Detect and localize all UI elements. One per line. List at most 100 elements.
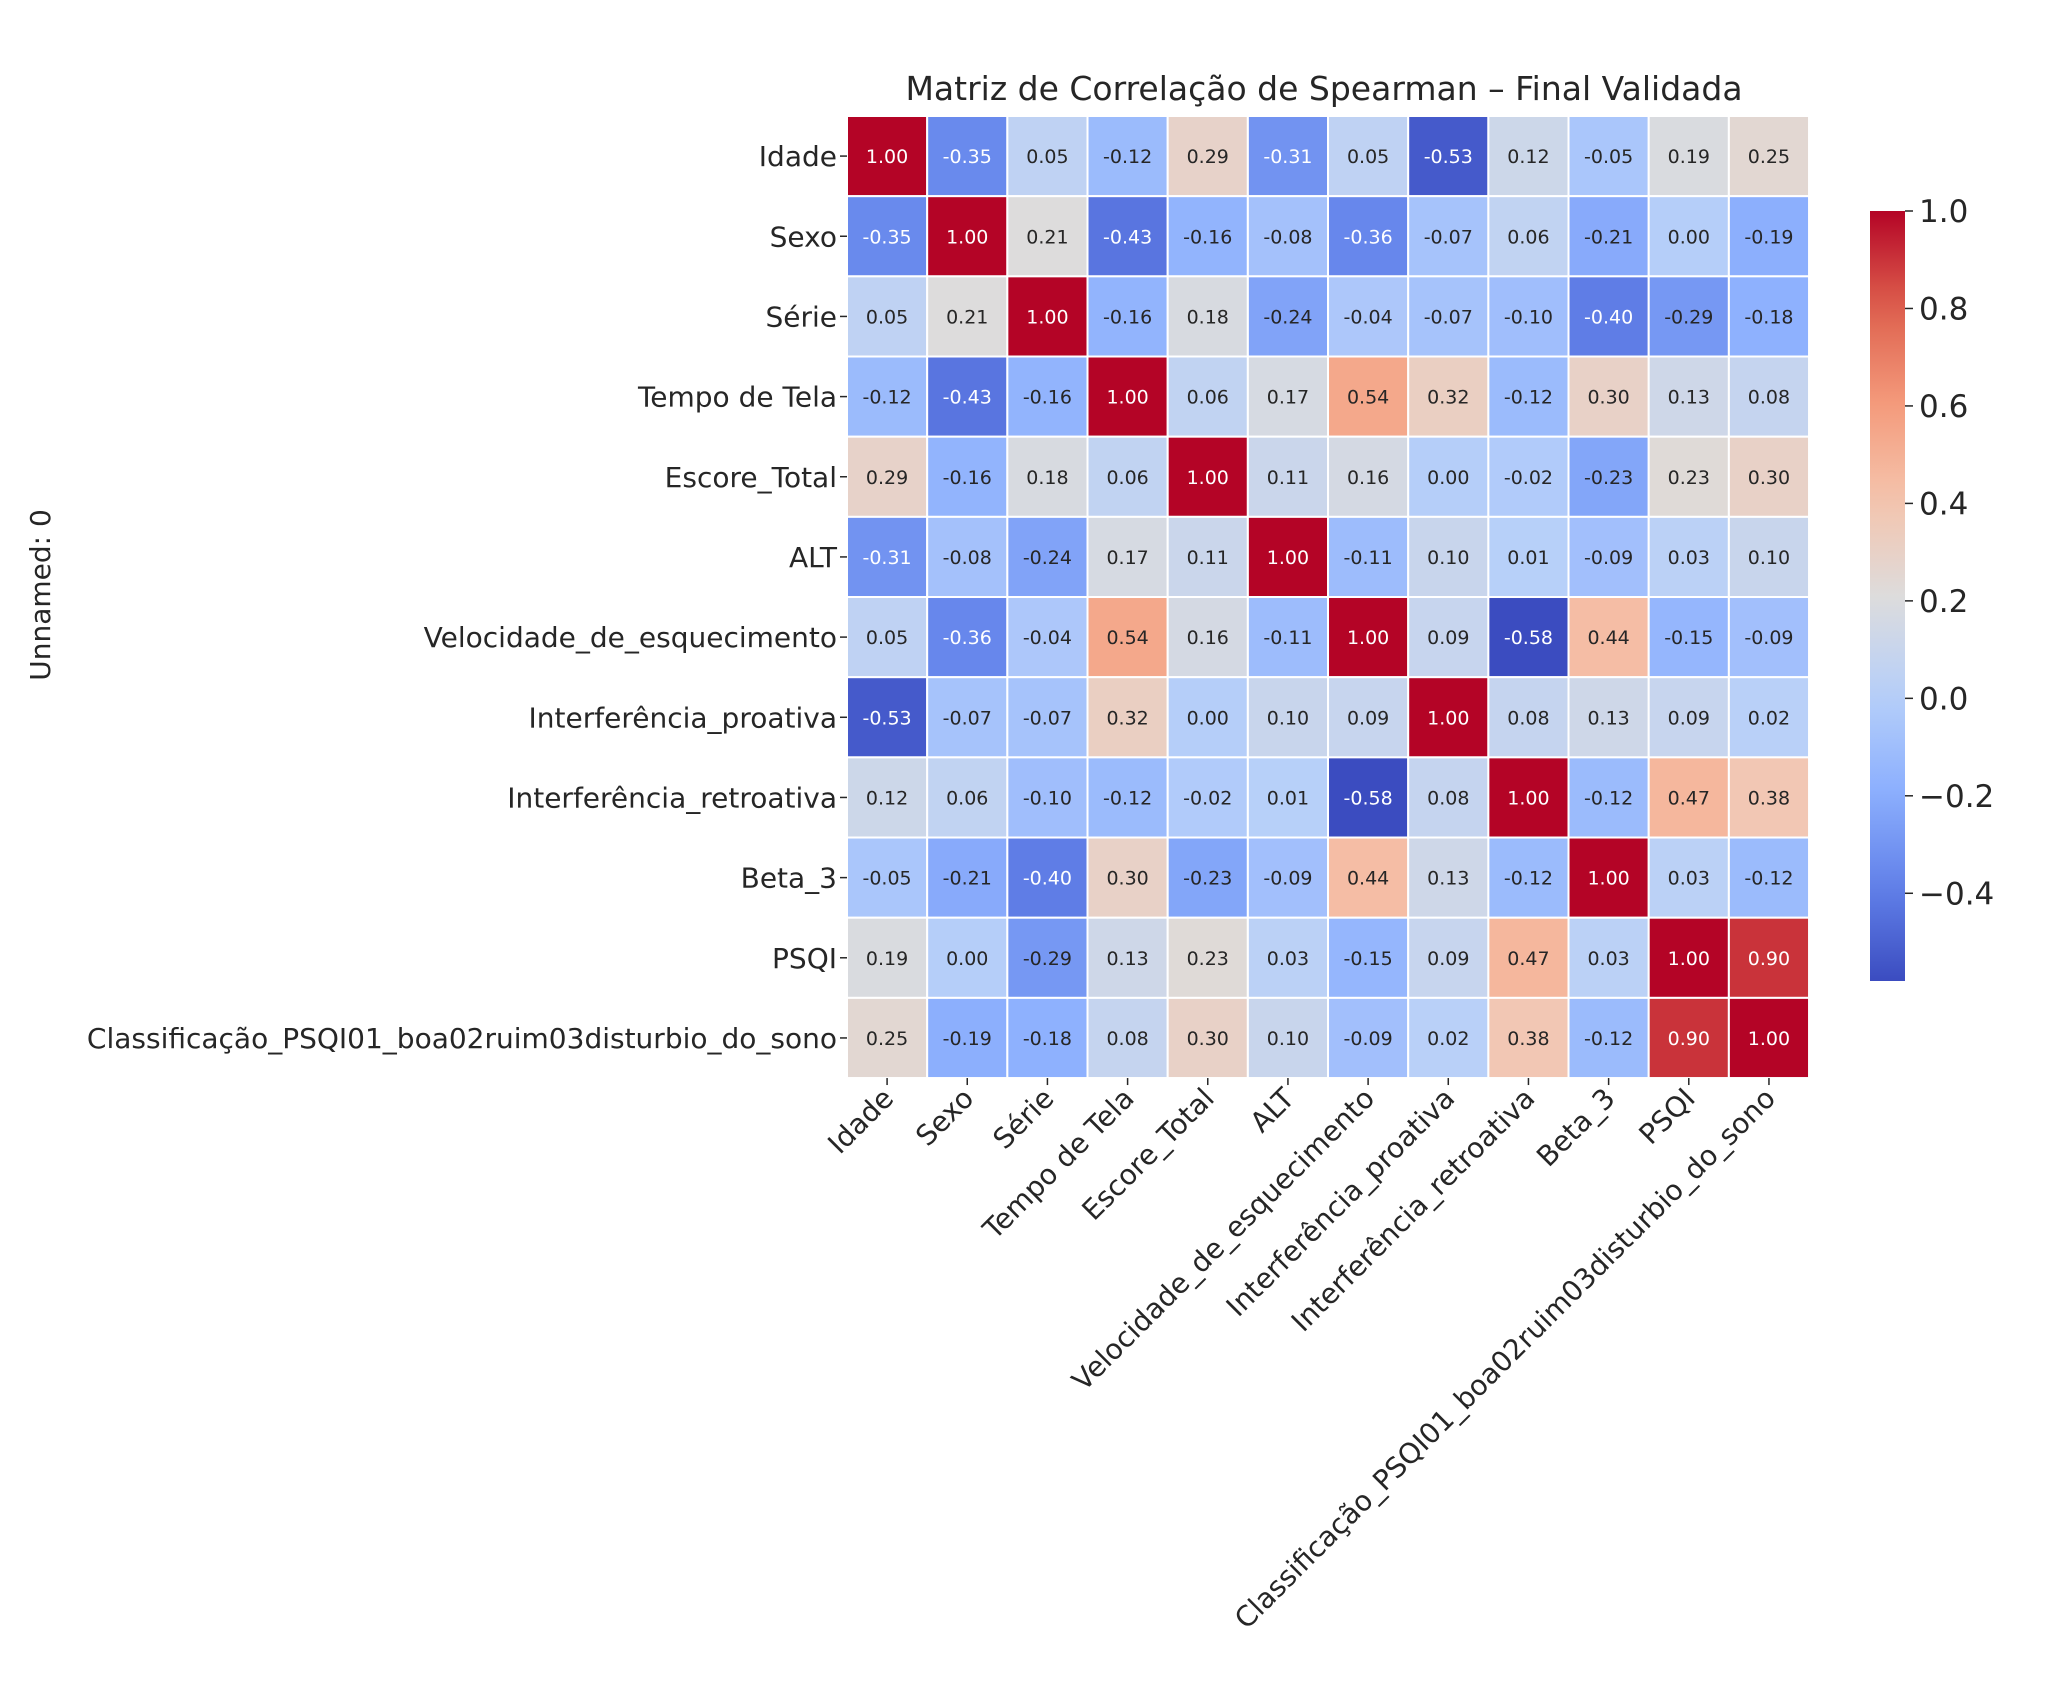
cell-value-label: 0.18 <box>1187 306 1229 328</box>
cell-value-label: 0.23 <box>1187 948 1229 970</box>
cell-value-label: 0.19 <box>866 948 908 970</box>
heatmap-cell <box>1567 515 1650 599</box>
cell-value-label: -0.07 <box>1424 306 1473 328</box>
cell-value-label: -0.12 <box>862 387 911 409</box>
colorbar-tick-label: 0.4 <box>1919 486 1968 522</box>
cell-value-label: 0.11 <box>1187 547 1229 569</box>
cell-value-label: 0.25 <box>866 1028 908 1050</box>
cell-value-label: 1.00 <box>1106 387 1148 409</box>
heatmap-cell <box>1086 515 1169 599</box>
cell-value-label: 0.03 <box>1668 547 1710 569</box>
y-tick-label: Sexo <box>770 220 837 253</box>
cell-value-label: 0.10 <box>1267 707 1309 729</box>
cell-value-label: 0.29 <box>1187 146 1229 168</box>
cell-value-label: 0.05 <box>866 306 908 328</box>
colorbar-tick-label: 0.6 <box>1919 389 1968 425</box>
heatmap-cell <box>1487 195 1570 278</box>
cell-value-label: 0.00 <box>1187 707 1229 729</box>
cell-value-label: -0.58 <box>1504 627 1553 649</box>
heatmap-cell <box>1327 836 1410 919</box>
heatmap-cell <box>1727 836 1811 919</box>
cell-value-label: -0.29 <box>1664 306 1713 328</box>
cell-value-label: 0.09 <box>1427 627 1469 649</box>
heatmap-cell <box>1727 916 1811 999</box>
heatmap-cell <box>1567 195 1650 278</box>
cell-value-label: -0.09 <box>1744 627 1793 649</box>
heatmap-cell <box>1647 435 1730 518</box>
heatmap-cell <box>1246 435 1330 518</box>
cell-value-label: 0.54 <box>1347 387 1389 409</box>
cell-value-label: 0.09 <box>1347 707 1389 729</box>
heatmap-cell <box>1567 355 1650 438</box>
cell-value-label: 0.32 <box>1106 707 1148 729</box>
cell-value-label: -0.23 <box>1183 868 1232 890</box>
x-tick-label: Idade <box>821 1082 900 1161</box>
heatmap-cell <box>1567 115 1650 198</box>
cell-value-label: 1.00 <box>866 146 908 168</box>
heatmap-cell <box>1086 756 1169 839</box>
heatmap-cell <box>1487 355 1570 438</box>
heatmap-cell <box>1006 435 1089 518</box>
cell-value-label: 0.09 <box>1427 948 1469 970</box>
cell-value-label: 0.11 <box>1267 467 1309 489</box>
colorbar-tick-label: 1.0 <box>1919 194 1968 230</box>
y-tick-label: PSQI <box>772 942 837 975</box>
cell-value-label: 0.03 <box>1668 868 1710 890</box>
heatmap-cell <box>1407 756 1490 839</box>
cell-value-label: 0.00 <box>1668 226 1710 248</box>
heatmap-cell <box>1086 596 1169 679</box>
heatmap-cell <box>1407 836 1490 919</box>
heatmap-cell <box>1567 836 1650 919</box>
cell-value-label: 0.13 <box>1668 387 1710 409</box>
cell-value-label: -0.16 <box>1103 306 1152 328</box>
cell-value-label: -0.36 <box>943 627 992 649</box>
cell-value-label: 0.05 <box>1347 146 1389 168</box>
heatmap-cell <box>1487 916 1570 999</box>
cell-value-label: 1.00 <box>1668 948 1710 970</box>
heatmap-cell <box>1166 275 1249 358</box>
heatmap-cell <box>926 596 1009 679</box>
cell-value-label: -0.18 <box>1023 1028 1072 1050</box>
x-tick-label: ALT <box>1244 1081 1302 1139</box>
heatmap-cell <box>1567 996 1650 1080</box>
cell-value-label: -0.12 <box>1744 868 1793 890</box>
x-tick-label: PSQI <box>1632 1082 1701 1151</box>
heatmap-cell <box>1647 596 1730 679</box>
cell-value-label: 1.00 <box>1026 306 1068 328</box>
cell-value-label: 0.13 <box>1587 707 1629 729</box>
heatmap-cell <box>1727 756 1811 839</box>
cell-value-label: -0.12 <box>1103 146 1152 168</box>
cell-value-label: -0.23 <box>1584 467 1633 489</box>
heatmap-cell <box>1647 996 1730 1080</box>
cell-value-label: 0.08 <box>1507 707 1549 729</box>
cell-value-label: -0.58 <box>1344 787 1393 809</box>
x-tick-label: Série <box>986 1082 1060 1156</box>
cell-value-label: 0.02 <box>1748 707 1790 729</box>
cell-value-label: -0.40 <box>1584 306 1633 328</box>
cell-value-label: 1.00 <box>1587 868 1629 890</box>
heatmap-cell <box>926 996 1009 1080</box>
cell-value-label: -0.09 <box>1584 547 1633 569</box>
colorbar-tick-label: 0.2 <box>1919 584 1968 620</box>
cell-value-label: 0.30 <box>1106 868 1148 890</box>
cell-value-label: -0.53 <box>1424 146 1473 168</box>
heatmap-cell <box>846 355 929 438</box>
heatmap-cell <box>1407 435 1490 518</box>
cell-value-label: -0.43 <box>1103 226 1152 248</box>
heatmap-cell <box>1166 435 1249 518</box>
cell-value-label: 1.00 <box>1267 547 1309 569</box>
cell-value-label: -0.08 <box>943 547 992 569</box>
cell-value-label: 0.16 <box>1187 627 1229 649</box>
heatmap-cell <box>1327 996 1410 1080</box>
heatmap-cell <box>1246 515 1330 599</box>
cell-value-label: 0.44 <box>1347 868 1389 890</box>
cell-value-label: 0.08 <box>1106 1028 1148 1050</box>
heatmap-cell <box>1567 596 1650 679</box>
heatmap-cell <box>1727 195 1811 278</box>
heatmap-cell <box>1006 596 1089 679</box>
heatmap-cell <box>926 836 1009 919</box>
heatmap-cell <box>926 916 1009 999</box>
heatmap-cell <box>1246 996 1330 1080</box>
y-tick-label: Classificação_PSQI01_boa02ruim03disturbi… <box>87 1022 837 1055</box>
